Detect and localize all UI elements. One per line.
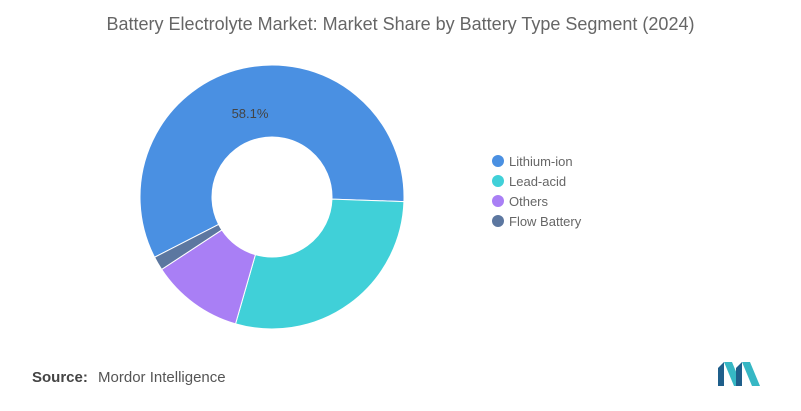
legend-swatch-lithium-ion xyxy=(492,155,504,167)
legend-item-others: Others xyxy=(492,191,581,211)
slice-lead-acid xyxy=(234,198,405,330)
slice-flow-battery xyxy=(153,223,223,271)
slice-lithium-ion xyxy=(139,64,405,258)
legend-label-lithium-ion: Lithium-ion xyxy=(509,153,573,169)
source-label: Source: xyxy=(32,369,88,386)
legend-label-lead-acid: Lead-acid xyxy=(509,173,567,189)
mordor-intelligence-logo-icon xyxy=(718,362,760,386)
legend-swatch-others xyxy=(492,195,504,207)
legend-item-lithium-ion: Lithium-ion xyxy=(492,151,581,171)
source-value: Mordor Intelligence xyxy=(98,369,226,386)
legend-swatch-lead-acid xyxy=(492,175,504,187)
chart-title: Battery Electrolyte Market: Market Share… xyxy=(106,14,695,34)
legend-item-lead-acid: Lead-acid xyxy=(492,171,581,191)
source-line: Source: Mordor Intelligence xyxy=(32,369,226,386)
data-label-lithium-ion: 58.1% xyxy=(232,106,269,121)
legend-label-flow-battery: Flow Battery xyxy=(509,213,582,229)
legend-swatch-flow-battery xyxy=(492,215,504,227)
legend-item-flow-battery: Flow Battery xyxy=(492,211,581,231)
donut-slices xyxy=(139,64,405,330)
chart-legend: Lithium-ion Lead-acid Others Flow Battery xyxy=(492,151,581,231)
donut-data-labels: 58.1% xyxy=(232,106,269,121)
legend-label-others: Others xyxy=(509,193,549,209)
